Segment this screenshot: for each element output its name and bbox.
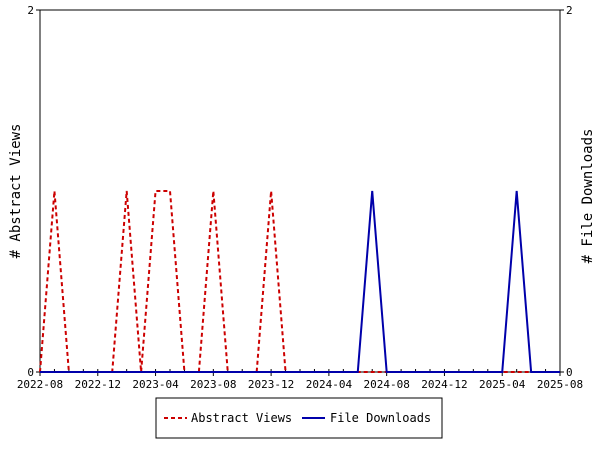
plot-area	[39, 9, 561, 373]
series-line-file-downloads	[40, 190, 560, 373]
x-tick-label: 2025-08	[537, 378, 583, 391]
x-tick-label: 2023-08	[190, 378, 236, 391]
series-lines	[39, 190, 560, 373]
y-axis-title-left: # Abstract Views	[8, 124, 24, 259]
legend-box	[155, 397, 443, 439]
x-tick-label: 2023-04	[132, 378, 179, 391]
y-axis-title-right: # File Downloads	[580, 129, 596, 264]
tick-labels: 2022-08 2022-12 2023-04 2023-08 2023-12 2024-…	[17, 4, 583, 391]
y-right-tick-label: 0	[566, 366, 573, 379]
x-tick-label: 2025-04	[479, 378, 526, 391]
legend: Abstract Views File Downloads	[155, 397, 443, 439]
x-tick-label: 2022-08	[17, 378, 63, 391]
y-right-tick-label: 2	[566, 4, 573, 17]
x-tick-label: 2024-04	[306, 378, 353, 391]
series-line-abstract-views	[39, 190, 560, 373]
x-tick-label: 2024-12	[421, 378, 467, 391]
legend-label-file-downloads: File Downloads	[330, 411, 431, 425]
x-tick-label: 2023-12	[248, 378, 294, 391]
y-left-tick-label: 2	[27, 4, 34, 17]
x-tick-label: 2022-12	[75, 378, 121, 391]
x-tick-label: 2024-08	[363, 378, 409, 391]
legend-label-abstract-views: Abstract Views	[191, 411, 292, 425]
y-left-tick-label: 0	[27, 366, 34, 379]
